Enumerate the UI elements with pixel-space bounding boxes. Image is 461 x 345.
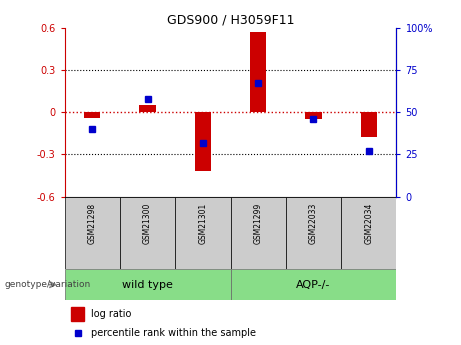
- Text: GSM21301: GSM21301: [198, 203, 207, 244]
- Text: GSM21300: GSM21300: [143, 203, 152, 244]
- Bar: [84, 112, 100, 118]
- Text: AQP-/-: AQP-/-: [296, 280, 331, 289]
- Bar: [286, 197, 341, 269]
- Bar: [305, 112, 322, 119]
- Bar: [139, 105, 156, 112]
- Bar: [341, 197, 396, 269]
- Bar: [230, 269, 396, 300]
- Bar: [361, 112, 377, 137]
- Title: GDS900 / H3059F11: GDS900 / H3059F11: [167, 13, 294, 27]
- Bar: [65, 197, 120, 269]
- Text: GSM22034: GSM22034: [364, 203, 373, 244]
- Bar: [71, 307, 84, 321]
- Bar: [65, 269, 230, 300]
- Bar: [175, 197, 230, 269]
- Text: percentile rank within the sample: percentile rank within the sample: [91, 328, 256, 338]
- Text: GSM21299: GSM21299: [254, 203, 263, 244]
- Bar: [250, 32, 266, 112]
- Text: GSM21298: GSM21298: [88, 203, 97, 244]
- Text: wild type: wild type: [122, 280, 173, 289]
- Bar: [195, 112, 211, 171]
- Bar: [120, 197, 175, 269]
- Text: log ratio: log ratio: [91, 309, 131, 319]
- Text: genotype/variation: genotype/variation: [5, 280, 91, 289]
- Bar: [230, 197, 286, 269]
- Text: GSM22033: GSM22033: [309, 203, 318, 244]
